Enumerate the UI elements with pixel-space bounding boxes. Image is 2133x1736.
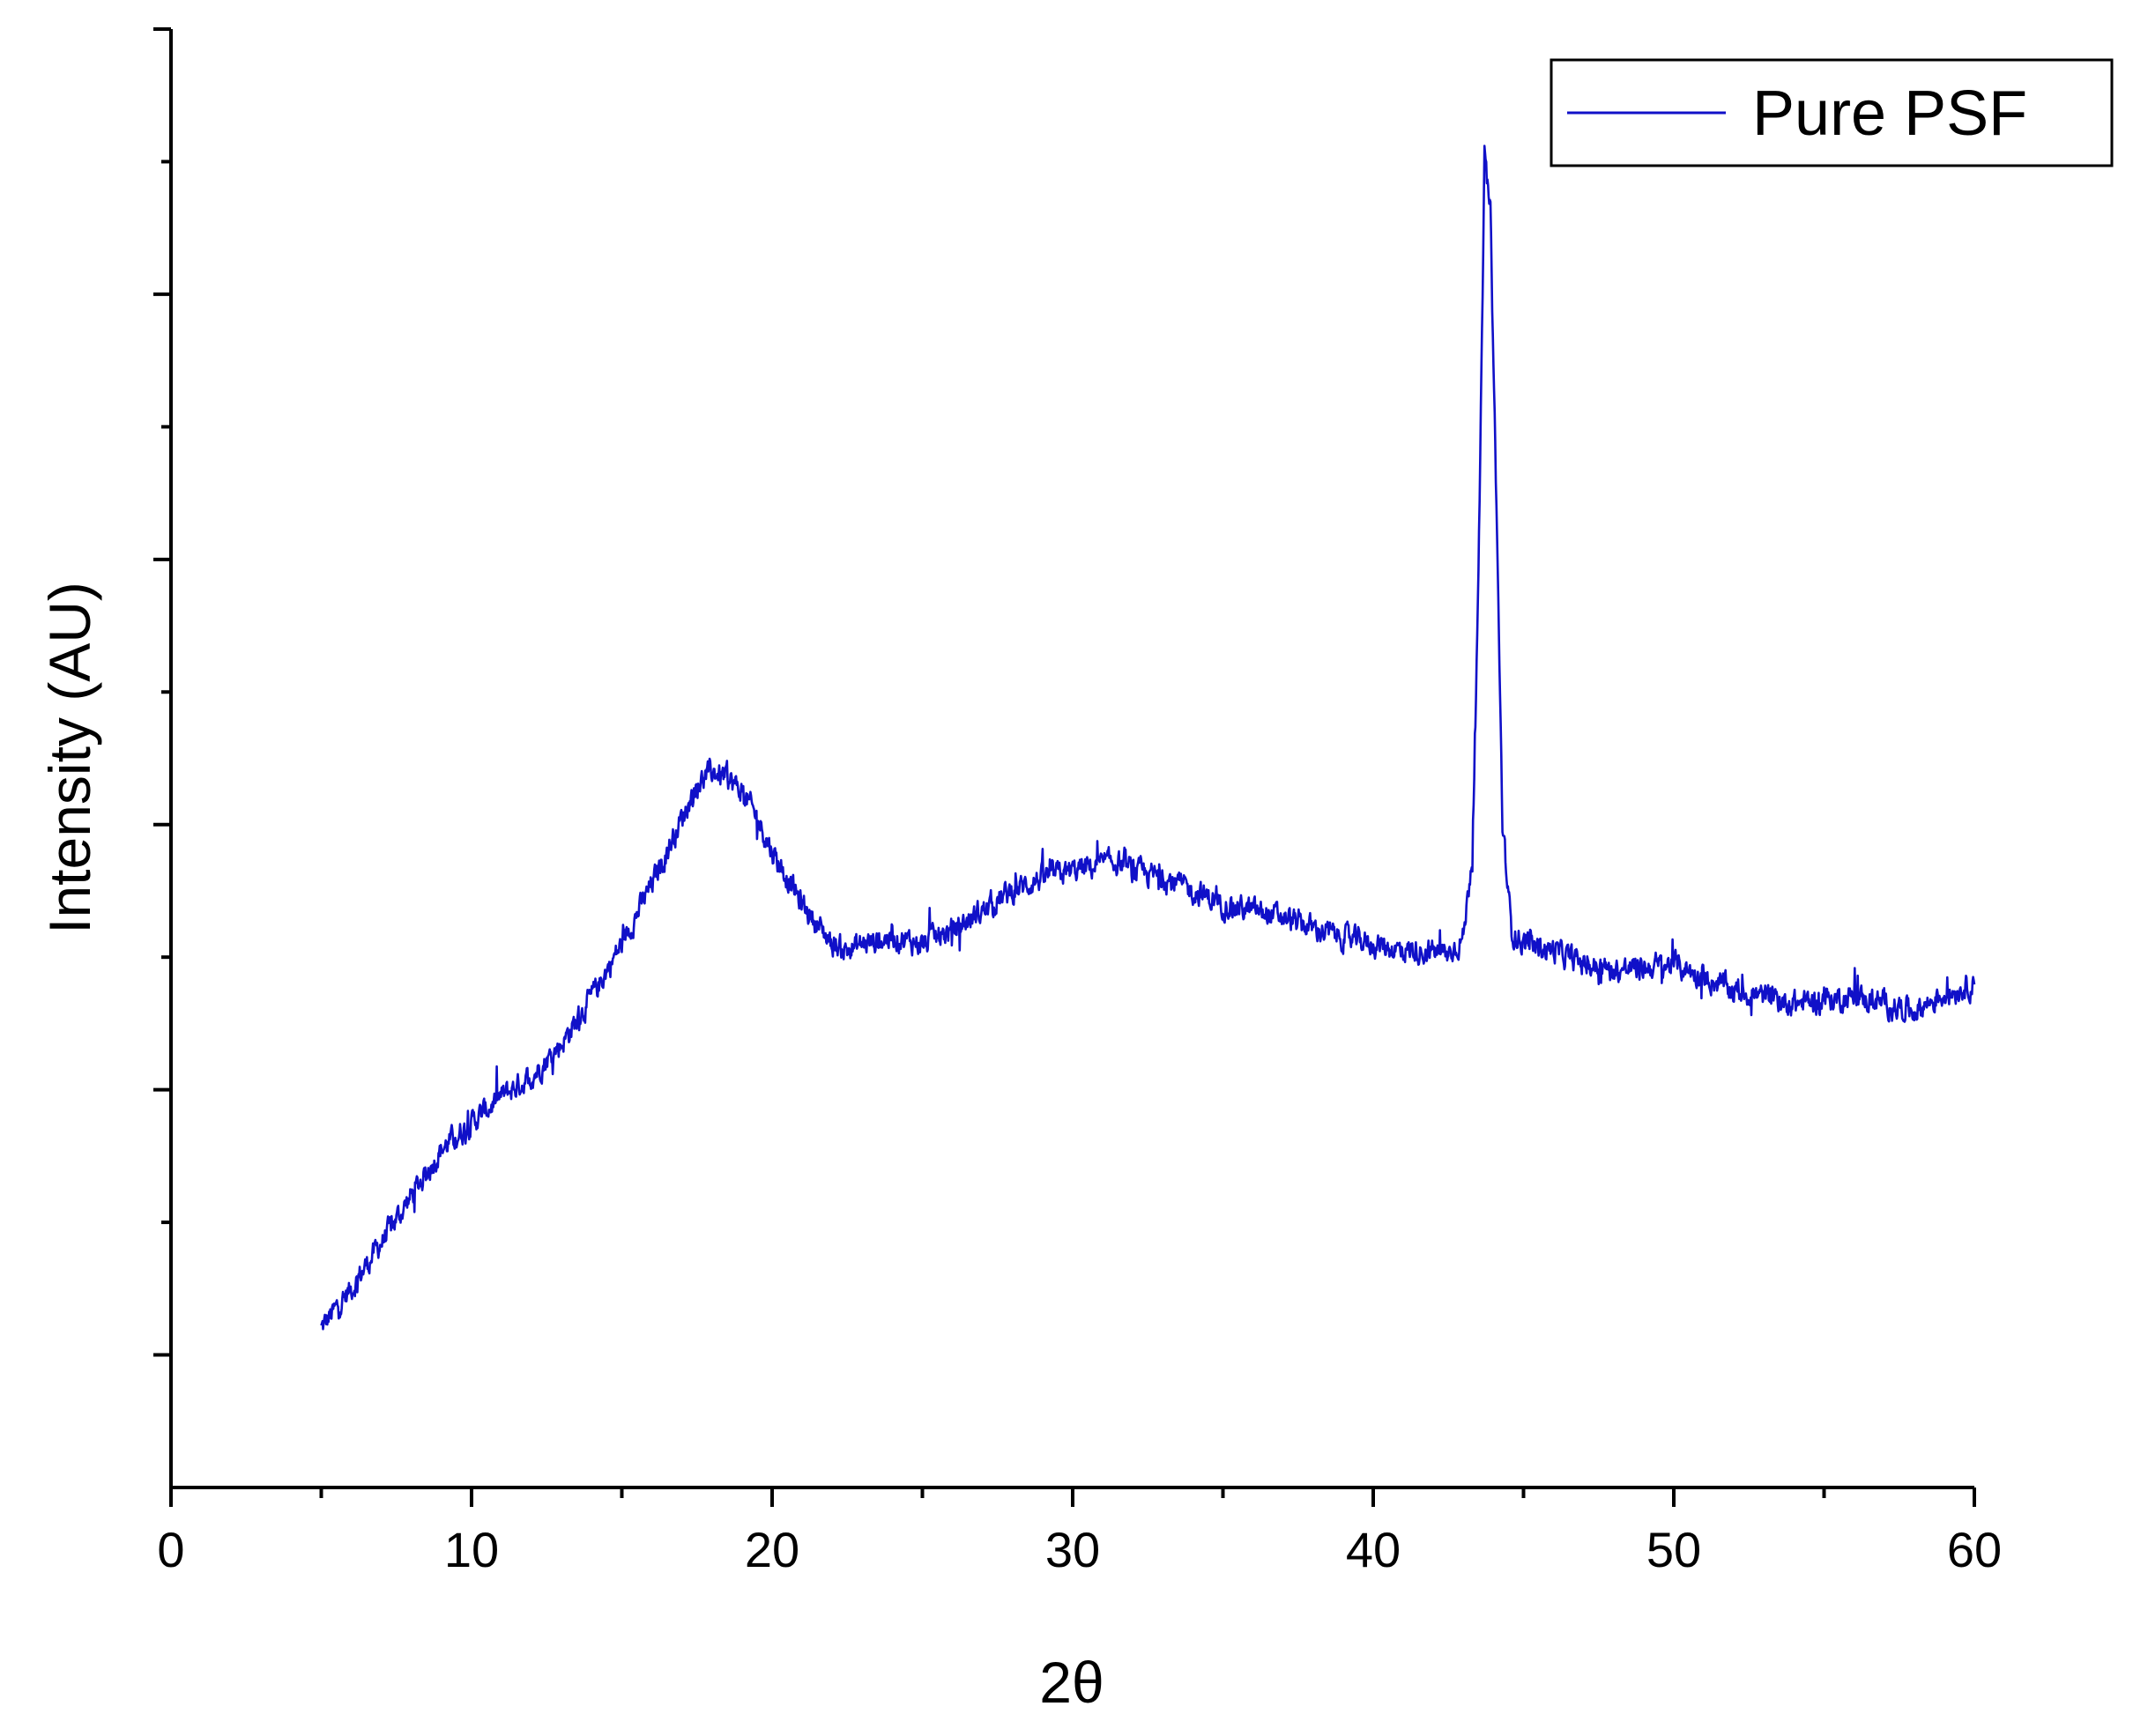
y-ticks <box>153 27 171 1357</box>
legend-label-pure-psf: Pure PSF <box>1752 78 2027 149</box>
x-tick-label: 20 <box>745 1522 799 1577</box>
x-tick-label: 50 <box>1646 1522 1701 1577</box>
legend: Pure PSF <box>1550 58 2114 167</box>
y-axis-title: Intensity (AU) <box>37 582 102 934</box>
x-ticks: 0 10 20 30 40 50 60 <box>157 1487 2002 1577</box>
x-tick-label: 40 <box>1346 1522 1401 1577</box>
x-tick-label: 30 <box>1045 1522 1100 1577</box>
x-tick-label: 10 <box>444 1522 499 1577</box>
x-tick-label: 0 <box>157 1522 184 1577</box>
series-layer <box>320 145 1976 1331</box>
series-line-pure-psf <box>320 145 1976 1331</box>
axes <box>169 29 1974 1489</box>
x-tick-label: 60 <box>1947 1522 2002 1577</box>
x-axis-title: 2θ <box>1039 1650 1104 1715</box>
